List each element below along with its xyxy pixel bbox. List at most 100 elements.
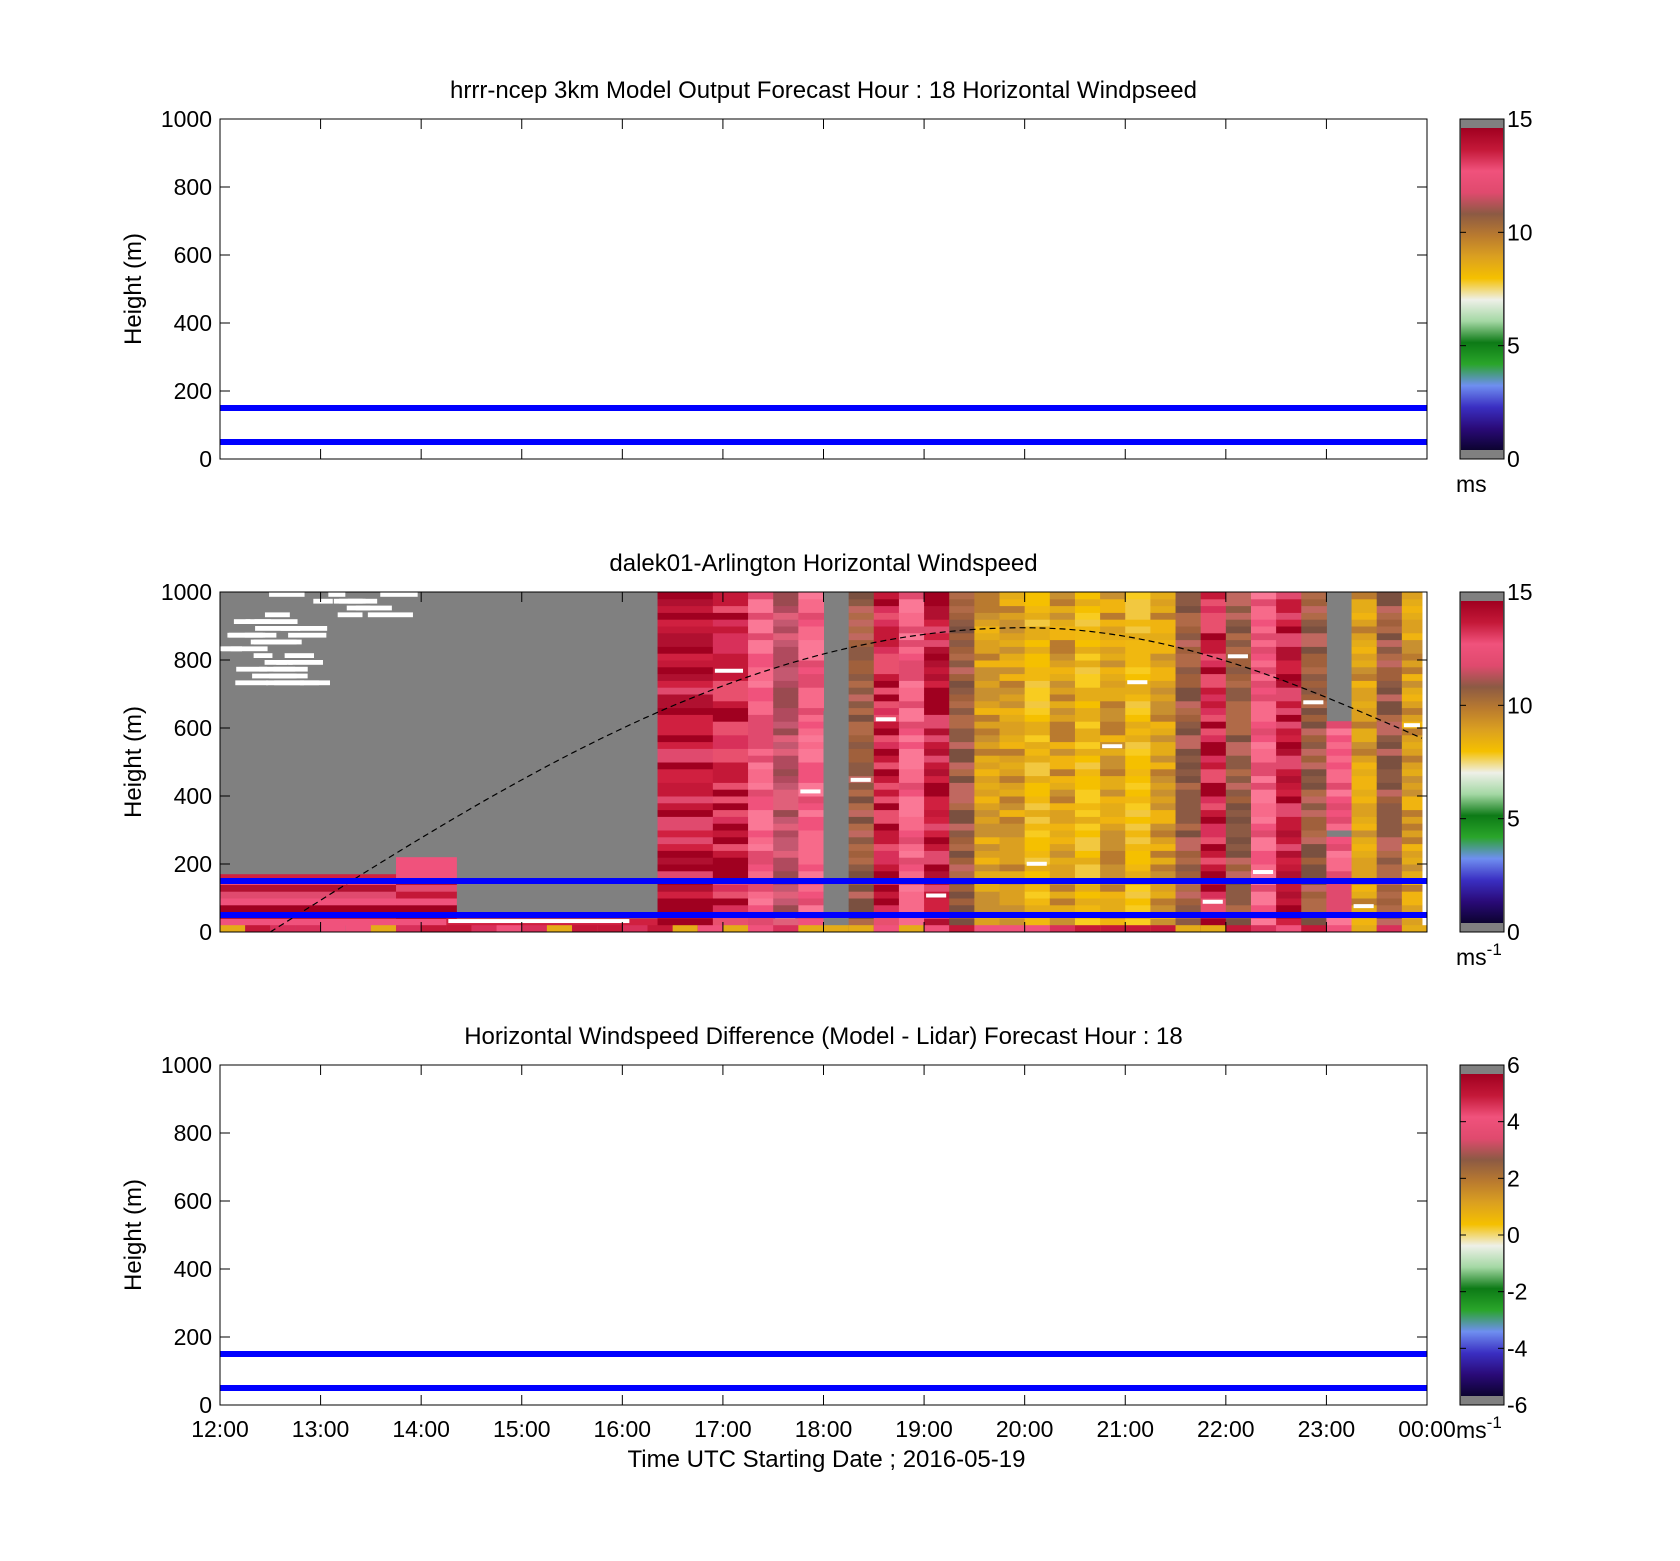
heatmap-cell (898, 755, 925, 763)
heatmap-cell (1024, 843, 1051, 851)
heatmap-cell (999, 626, 1026, 634)
heatmap-cell (1401, 762, 1423, 770)
heatmap-cell (924, 666, 950, 675)
heatmap-cell (949, 646, 975, 654)
no-data-cell (266, 680, 304, 686)
heatmap-cell (748, 626, 774, 634)
heatmap-cell (657, 857, 724, 865)
heatmap-cell (1024, 891, 1051, 899)
heatmap-cell (1225, 694, 1252, 702)
heatmap-cell (974, 694, 1001, 702)
heatmap-cell (1049, 721, 1076, 729)
heatmap-cell (798, 809, 824, 817)
x-tick-label: 18:00 (795, 1416, 853, 1442)
heatmap-cell (798, 918, 824, 926)
y-axis-label: Height (m) (120, 1179, 147, 1291)
colorbar-tick-label: 4 (1507, 1109, 1520, 1135)
heatmap-cell (949, 823, 975, 831)
no-data-cell (284, 653, 314, 658)
heatmap-cell (949, 612, 975, 620)
heatmap-cell (1024, 734, 1051, 743)
heatmap-cell (1100, 748, 1126, 756)
heatmap-cell (1301, 796, 1327, 804)
heatmap-cell (1250, 762, 1277, 770)
heatmap-cell (1024, 687, 1051, 695)
heatmap-cell (1074, 646, 1101, 654)
heatmap-cell (1401, 605, 1423, 613)
heatmap-cell (798, 646, 824, 654)
heatmap-cell (873, 734, 900, 743)
heatmap-cell (1100, 707, 1126, 715)
heatmap-cell (1150, 626, 1177, 634)
heatmap-cell (1074, 598, 1101, 607)
heatmap-cell (1175, 925, 1201, 932)
heatmap-cell (657, 626, 724, 634)
heatmap-cell (974, 857, 1001, 865)
heatmap-cell (1049, 612, 1076, 620)
heatmap-cell (1125, 687, 1151, 695)
heatmap-cell (773, 748, 799, 756)
heatmap-cell (999, 775, 1026, 783)
heatmap-cell (712, 762, 749, 770)
heatmap-cell (1024, 700, 1051, 709)
heatmap-cell (999, 898, 1026, 906)
heatmap-cell (1326, 789, 1353, 797)
heatmap-cell (1125, 809, 1151, 817)
colorbar-tick-label: 10 (1507, 692, 1533, 718)
heatmap-cell (898, 857, 925, 865)
heatmap-cell (798, 843, 824, 851)
heatmap-cell (657, 802, 724, 811)
heatmap-cell (1276, 592, 1302, 600)
heatmap-cell (712, 904, 749, 913)
no-data-cell (230, 646, 268, 652)
heatmap-cell (1125, 598, 1151, 607)
heatmap-cell (848, 660, 875, 668)
heatmap-cell (1301, 782, 1327, 790)
heatmap-cell (748, 748, 774, 756)
heatmap-cell (748, 843, 774, 851)
heatmap-cell (1276, 680, 1302, 688)
heatmap-cell (1301, 666, 1327, 675)
heatmap-cell (1276, 598, 1302, 607)
heatmap-cell (898, 592, 925, 600)
heatmap-cell (1401, 626, 1423, 634)
heatmap-cell (1376, 707, 1403, 715)
heatmap-cell (748, 836, 774, 845)
heatmap-cell (748, 823, 774, 831)
heatmap-cell (1049, 598, 1076, 607)
y-tick-label: 600 (174, 715, 212, 741)
heatmap-cell (1100, 687, 1126, 695)
panel-3: 0 200 400 600 800 1000 12:00 13:00 14:00 15:00 16:… (120, 1023, 1528, 1473)
heatmap-cell (672, 925, 698, 932)
heatmap-cell (773, 823, 799, 831)
heatmap-cell (1326, 721, 1353, 729)
heatmap-cell (1049, 823, 1076, 831)
x-tick-label: 23:00 (1298, 1416, 1356, 1442)
heatmap-cell (798, 884, 824, 892)
heatmap-cell (1351, 843, 1378, 851)
heatmap-cell (1351, 673, 1378, 681)
heatmap-cell (1024, 857, 1051, 865)
heatmap-cell (1250, 864, 1277, 872)
no-data-cell (252, 673, 295, 679)
heatmap-cell (245, 925, 271, 932)
heatmap-cell (1326, 850, 1353, 858)
heatmap-cell (873, 898, 900, 906)
heatmap-cell (1351, 823, 1378, 831)
heatmap-cell (848, 694, 875, 702)
heatmap-cell (1250, 721, 1277, 729)
heatmap-cell (1100, 632, 1126, 641)
heatmap-cell (999, 891, 1026, 899)
heatmap-cell (657, 904, 724, 913)
heatmap-cell (773, 728, 799, 736)
heatmap-cell (712, 768, 749, 777)
heatmap-cell (1276, 653, 1302, 661)
heatmap-cell (999, 673, 1026, 681)
x-tick-label: 17:00 (694, 1416, 752, 1442)
heatmap-cell (748, 673, 774, 681)
no-data-cell (1252, 870, 1274, 875)
colorbar-gradient (1461, 128, 1503, 450)
heatmap-cell (1276, 632, 1302, 641)
heatmap-cell (1049, 707, 1076, 715)
heatmap-cell (823, 721, 850, 729)
